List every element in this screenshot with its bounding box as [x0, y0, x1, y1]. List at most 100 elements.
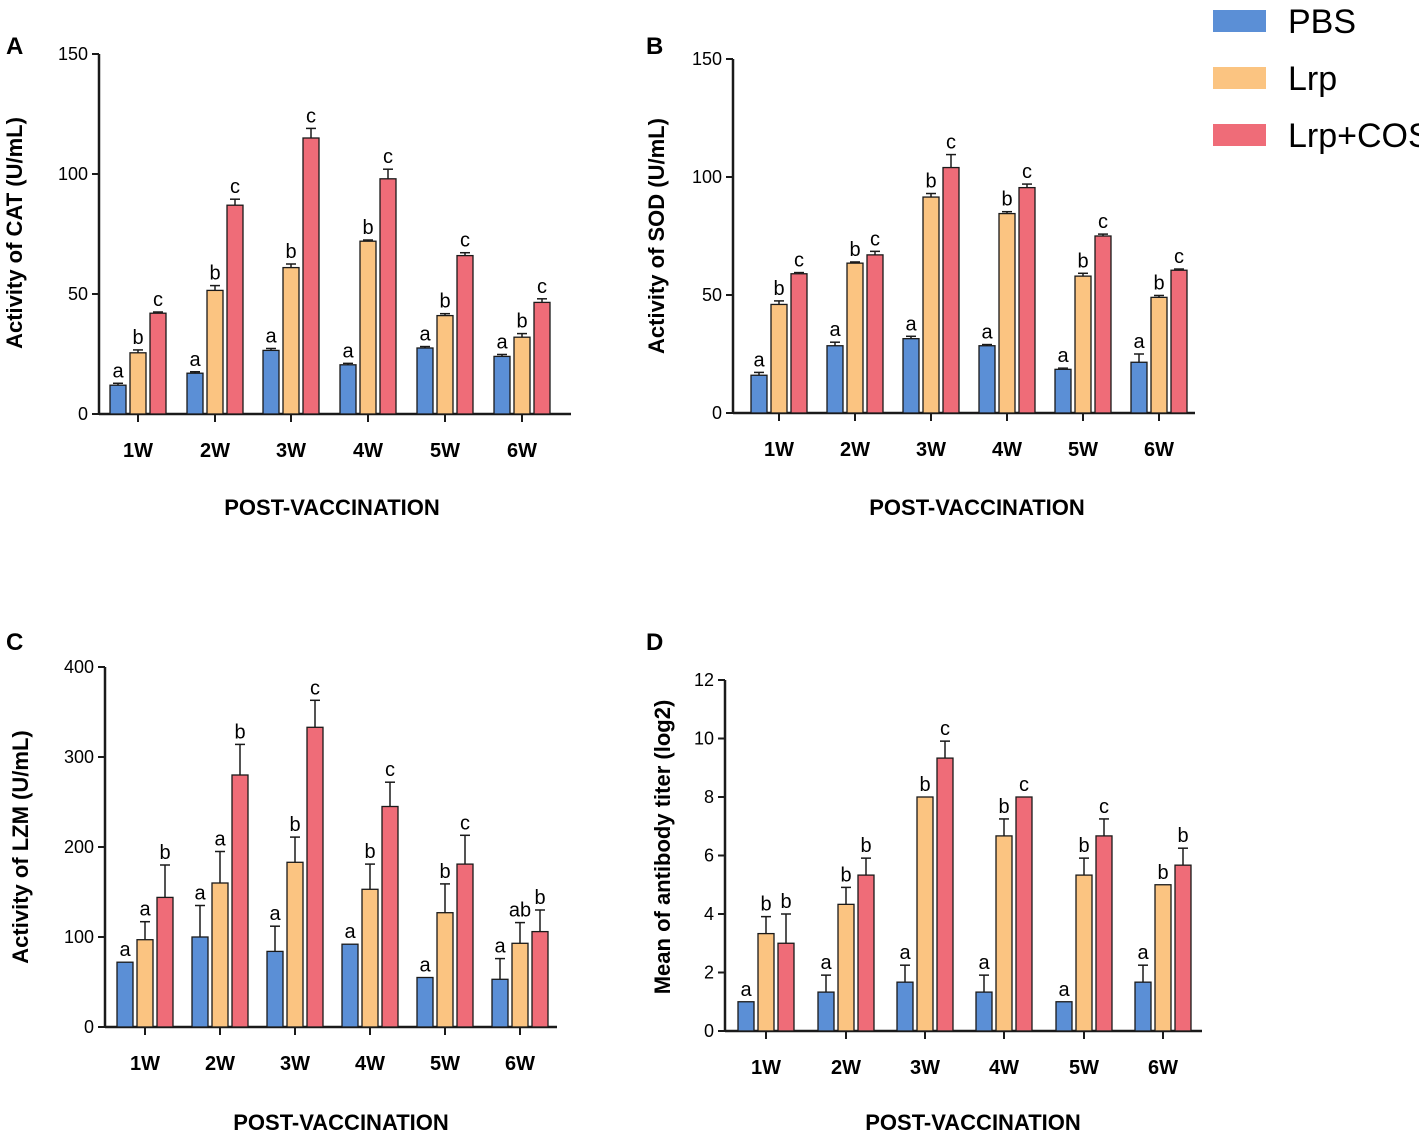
bar-lrp-cos-6w [531, 930, 549, 1028]
bar-pbs-2w [817, 991, 835, 1032]
significance-label: b [1077, 250, 1088, 272]
x-axis-title: POST-VACCINATION [224, 495, 440, 520]
y-tick-label: 100 [692, 167, 722, 187]
significance-label: b [439, 291, 450, 313]
bar-lrp-4w [995, 835, 1013, 1032]
bar-pbs-5w [416, 976, 434, 1028]
bar-lrp-cos-5w [1094, 235, 1112, 414]
y-axis-title: Activity of SOD (U/mL) [644, 118, 669, 354]
y-axis-title: Activity of LZM (U/mL) [8, 730, 33, 963]
bar-lrp-cos-4w [1018, 186, 1036, 414]
bar-lrp-3w [922, 196, 940, 414]
bar-lrp-cos-3w [936, 757, 954, 1032]
bar-pbs-5w [1054, 368, 1072, 414]
significance-label: b [132, 327, 143, 349]
significance-label: c [946, 132, 956, 154]
bar-lrp-cos-2w [231, 774, 249, 1028]
bar-pbs-2w [186, 372, 204, 415]
y-tick-label: 150 [692, 49, 722, 69]
y-tick-label: 100 [58, 164, 88, 184]
significance-label: a [1137, 942, 1149, 964]
legend: PBS Lrp Lrp+COS [1213, 3, 1419, 155]
x-axis-title: POST-VACCINATION [869, 495, 1085, 520]
bar-pbs-5w [416, 347, 434, 415]
x-axis-title: POST-VACCINATION [233, 1110, 449, 1135]
significance-label: b [998, 796, 1009, 818]
significance-label: b [439, 861, 450, 883]
significance-label: a [753, 349, 765, 371]
significance-label: c [153, 289, 163, 311]
bar-lrp-cos-4w [379, 178, 397, 415]
significance-label: b [362, 217, 373, 239]
significance-label: b [159, 842, 170, 864]
significance-label: b [860, 835, 871, 857]
significance-label: a [419, 324, 431, 346]
bar-lrp-cos-3w [306, 726, 324, 1028]
x-tick-label: 2W [840, 439, 870, 461]
significance-label: a [189, 349, 201, 371]
significance-label: a [119, 939, 131, 961]
bar-pbs-6w [493, 355, 511, 415]
significance-label: a [494, 936, 506, 958]
y-tick-label: 4 [704, 904, 714, 924]
legend-swatch-lrp [1213, 67, 1266, 89]
significance-label: c [230, 176, 240, 198]
bar-lrp-1w [129, 352, 147, 415]
significance-label: b [364, 841, 375, 863]
legend-label-lrp-cos: Lrp+COS [1288, 117, 1419, 155]
significance-label: b [840, 864, 851, 886]
bar-pbs-3w [902, 338, 920, 414]
bar-lrp-cos-3w [942, 166, 960, 414]
x-tick-label: 5W [1069, 1057, 1099, 1079]
panel-letter-a: A [6, 33, 23, 60]
legend-label-pbs: PBS [1288, 3, 1356, 41]
bar-lrp-cos-3w [302, 137, 320, 415]
y-tick-label: 50 [68, 284, 88, 304]
bar-lrp-2w [211, 882, 229, 1028]
x-tick-label: 4W [989, 1057, 1019, 1079]
x-tick-label: 2W [831, 1057, 861, 1079]
bar-lrp-1w [770, 303, 788, 414]
bar-lrp-cos-2w [226, 204, 244, 415]
y-tick-label: 0 [84, 1017, 94, 1037]
bar-pbs-3w [266, 950, 284, 1028]
bar-pbs-3w [896, 981, 914, 1032]
significance-label: a [194, 883, 206, 905]
y-tick-label: 8 [704, 787, 714, 807]
bar-pbs-1w [737, 1001, 755, 1032]
bar-lrp-cos-2w [866, 254, 884, 414]
significance-label: c [870, 228, 880, 250]
legend-swatch-pbs [1213, 10, 1266, 32]
significance-label: c [1022, 161, 1032, 183]
significance-label: b [760, 894, 771, 916]
significance-label: c [537, 276, 547, 298]
bar-pbs-1w [109, 384, 127, 415]
significance-label: c [794, 250, 804, 272]
significance-label: c [460, 812, 470, 834]
significance-label: a [978, 952, 990, 974]
significance-label: b [1078, 835, 1089, 857]
panel-c: C 0 100 200 300 400 Activity of LZM (U/mL) POS… [6, 629, 557, 1135]
bar-pbs-2w [826, 345, 844, 414]
significance-label: c [383, 146, 393, 168]
bar-pbs-1w [750, 374, 768, 414]
bar-lrp-2w [846, 262, 864, 414]
x-tick-label: 4W [992, 439, 1022, 461]
bar-lrp-cos-5w [456, 254, 474, 415]
panel-letter-c: C [6, 629, 23, 656]
significance-label: c [306, 105, 316, 127]
x-tick-label: 5W [430, 440, 460, 462]
bar-lrp-cos-4w [381, 805, 399, 1028]
legend-label-lrp: Lrp [1288, 60, 1337, 98]
bar-lrp-cos-6w [533, 301, 551, 415]
x-tick-label: 3W [916, 439, 946, 461]
significance-label: b [919, 774, 930, 796]
bar-lrp-cos-1w [790, 273, 808, 414]
significance-label: b [773, 278, 784, 300]
bar-lrp-cos-4w [1015, 796, 1033, 1032]
x-tick-label: 5W [430, 1053, 460, 1075]
significance-label: a [342, 340, 354, 362]
bar-lrp-4w [361, 888, 379, 1028]
significance-label: a [829, 319, 841, 341]
bar-pbs-6w [491, 978, 509, 1028]
